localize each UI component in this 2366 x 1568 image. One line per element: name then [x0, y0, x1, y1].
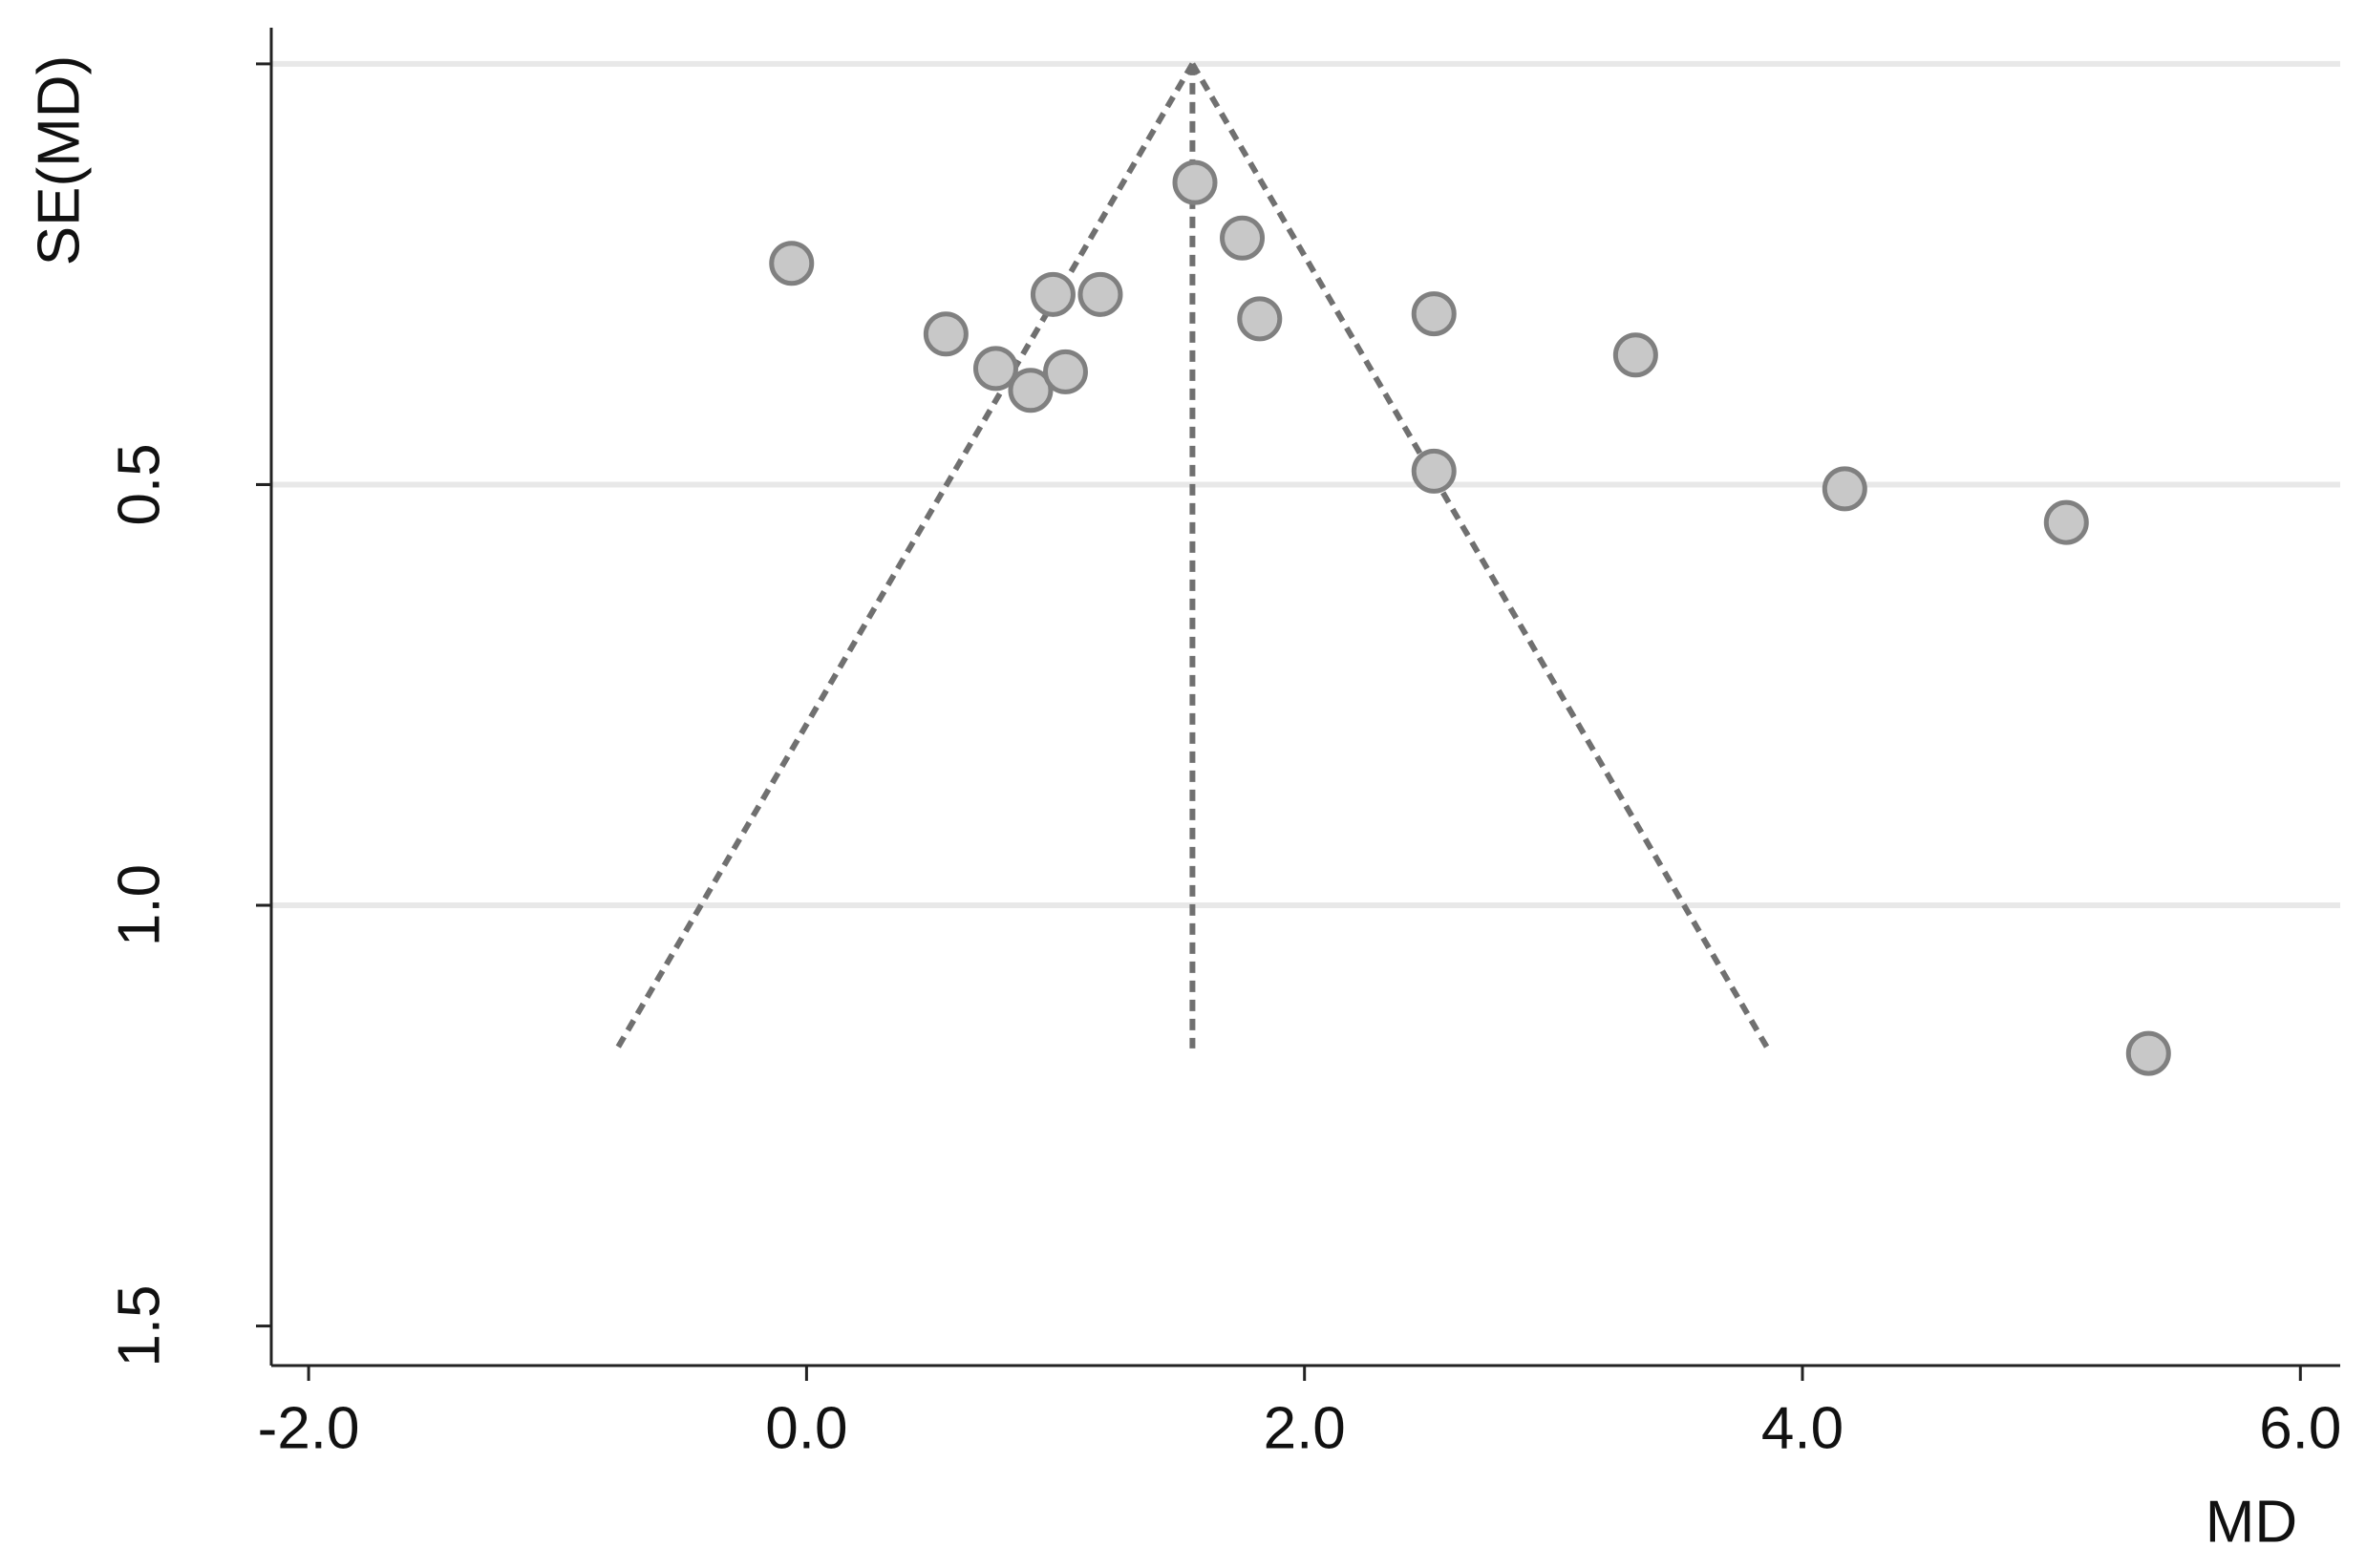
y-axis-label: SE(MD) — [26, 55, 92, 265]
study-point — [1042, 349, 1088, 394]
study-point — [1612, 332, 1658, 378]
x-tick-label: 6.0 — [2259, 1395, 2341, 1461]
x-axis-label: MD — [2206, 1489, 2297, 1555]
x-tick-label: -2.0 — [258, 1395, 360, 1461]
study-point — [1220, 215, 1266, 261]
study-point — [923, 311, 969, 357]
study-point — [972, 346, 1018, 392]
x-tick-label: 4.0 — [1761, 1395, 1844, 1461]
x-tick-label: 2.0 — [1264, 1395, 1346, 1461]
study-point — [2125, 1030, 2171, 1076]
study-point — [1172, 159, 1218, 205]
study-point — [1008, 368, 1054, 413]
y-tick-label: 0.5 — [106, 443, 172, 525]
study-point — [2043, 499, 2089, 545]
study-point — [769, 241, 815, 286]
study-point — [1237, 296, 1283, 342]
funnel-line — [1189, 62, 1771, 1050]
x-tick-label: 0.0 — [765, 1395, 847, 1461]
study-point — [1411, 448, 1457, 494]
study-point — [1077, 271, 1123, 317]
study-point — [1822, 466, 1867, 512]
study-point — [1030, 271, 1076, 317]
study-point — [1411, 291, 1457, 337]
y-tick-label: 1.0 — [106, 864, 172, 946]
funnel-line — [614, 62, 1195, 1050]
y-tick-label: 1.5 — [106, 1284, 172, 1367]
